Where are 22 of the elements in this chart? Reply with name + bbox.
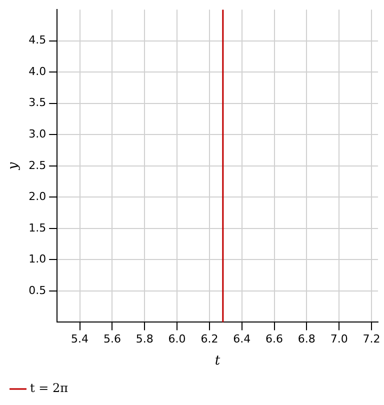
legend-label: t = 2π	[30, 381, 68, 396]
y-tick-label: 3.0	[28, 128, 46, 140]
y-tick-label: 2.5	[28, 158, 46, 172]
y-tick-label: 1.5	[28, 221, 46, 234]
x-tick-label: 7.2	[362, 332, 380, 346]
x-tick-label: 5.8	[136, 332, 154, 346]
y-tick-label: 2.0	[28, 190, 46, 204]
y-tick-label: 1.0	[28, 252, 46, 266]
x-axis-title: t	[214, 354, 221, 369]
x-tick-label: 6.4	[233, 332, 251, 346]
y-tick-label: 4.0	[28, 64, 46, 78]
y-axis-title: y	[6, 162, 22, 171]
x-tick-label: 6.2	[200, 332, 218, 346]
x-tick-label: 6.0	[168, 332, 186, 346]
y-tick-label: 3.5	[28, 96, 46, 110]
x-tick-label: 5.6	[103, 332, 121, 346]
x-tick-label: 6.6	[266, 332, 284, 346]
x-tick-label: 6.8	[298, 332, 316, 346]
y-tick-label: 0.5	[28, 284, 46, 297]
y-tick-label: 4.5	[28, 34, 46, 47]
x-tick-label: 5.4	[71, 332, 89, 346]
x-tick-label: 7.0	[330, 332, 348, 346]
